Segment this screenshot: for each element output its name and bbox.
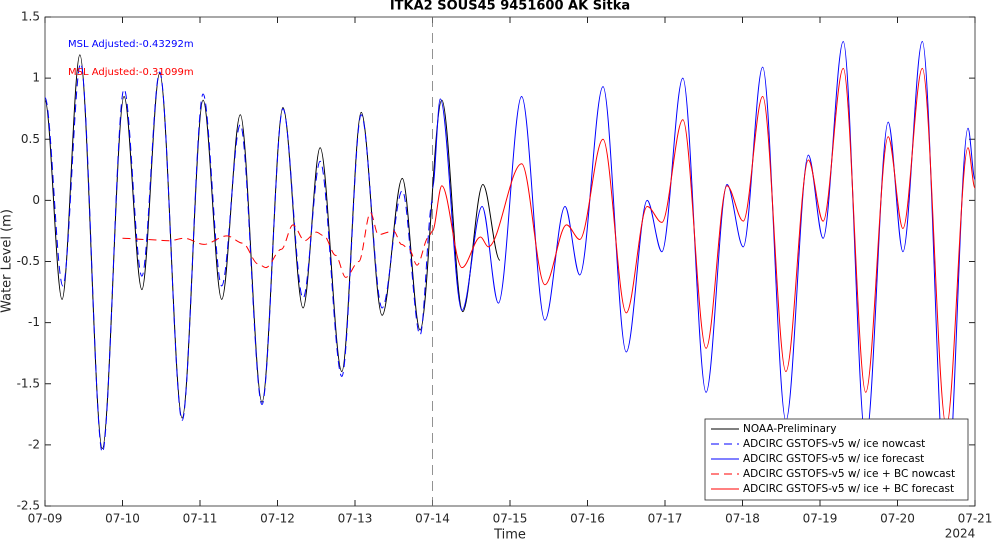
x-tick-label: 07-19 xyxy=(803,512,838,526)
x-tick-label: 07-14 xyxy=(415,512,450,526)
x-tick-label: 07-15 xyxy=(493,512,528,526)
x-tick-label: 07-10 xyxy=(105,512,140,526)
annotation: MSL Adjusted:-0.31099m xyxy=(68,67,194,78)
y-tick-label: -2 xyxy=(28,437,40,451)
legend-box xyxy=(704,418,969,501)
x-tick-label: 07-18 xyxy=(725,512,760,526)
x-tick-label: 07-21 xyxy=(958,512,992,526)
series-line xyxy=(122,212,433,278)
y-tick-label: 0.5 xyxy=(21,132,40,146)
y-tick-label: -1.5 xyxy=(17,376,40,390)
x-tick-label: 07-09 xyxy=(28,512,63,526)
y-tick-label: -1 xyxy=(28,315,40,329)
y-tick-label: -2.5 xyxy=(17,499,40,513)
series-line xyxy=(432,67,976,428)
x-axis-label: Time xyxy=(493,528,526,541)
x-tick-label: 07-11 xyxy=(183,512,218,526)
chart-title: ITKA2 SOUS45 9451600 AK Sitka xyxy=(390,0,630,14)
legend-label: ADCIRC GSTOFS-v5 w/ ice + BC forecast xyxy=(743,483,954,495)
x-tick-label: 07-17 xyxy=(648,512,683,526)
series-line xyxy=(44,62,433,453)
legend-label: ADCIRC GSTOFS-v5 w/ ice nowcast xyxy=(743,438,925,450)
y-tick-label: 0 xyxy=(32,193,40,207)
y-axis-label: Water Level (m) xyxy=(0,209,15,313)
legend-label: ADCIRC GSTOFS-v5 w/ ice + BC nowcast xyxy=(743,468,955,480)
legend-label: NOAA-Preliminary xyxy=(743,423,836,435)
x-tick-label: 07-16 xyxy=(570,512,605,526)
y-tick-label: 1.5 xyxy=(21,10,40,24)
x-secondary-label: 2024 xyxy=(945,527,976,541)
x-tick-label: 07-13 xyxy=(338,512,373,526)
annotation: MSL Adjusted:-0.43292m xyxy=(68,39,194,50)
y-tick-label: -0.5 xyxy=(17,254,40,268)
legend-label: ADCIRC GSTOFS-v5 w/ ice forecast xyxy=(743,453,924,465)
x-tick-label: 07-12 xyxy=(260,512,295,526)
y-tick-label: 1 xyxy=(32,71,40,85)
x-tick-label: 07-20 xyxy=(880,512,915,526)
